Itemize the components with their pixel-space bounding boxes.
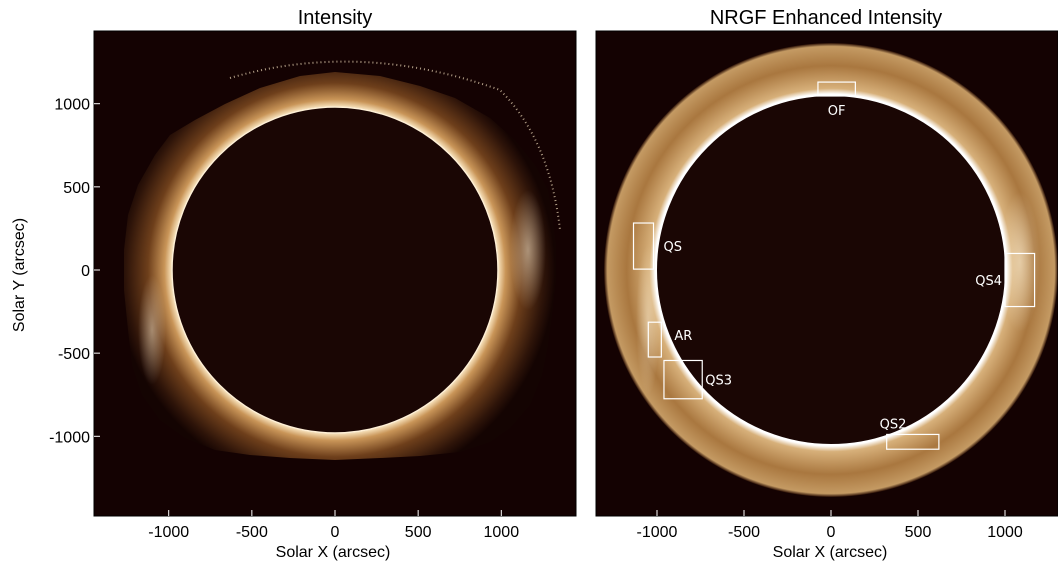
region-label-of: OF	[828, 104, 846, 119]
x-tick-label: -500	[728, 524, 760, 541]
y-tick-label: 500	[63, 180, 90, 197]
x-tick-label: 0	[331, 524, 340, 541]
west-bright-region	[1000, 192, 1040, 332]
intensity-panel: -1000 -500 0 500 1000 -1000 -500 0 500 1000	[49, 30, 577, 541]
y-tick-label: -1000	[49, 429, 90, 446]
y-tick-label: -500	[58, 346, 90, 363]
axes-right: -1000 -500 0 500 1000	[637, 510, 1023, 541]
x-tick-label: 500	[405, 524, 432, 541]
nrgf-panel: OF QS QS4 AR QS3 QS2 -1000 -500 0 500 1000	[595, 30, 1058, 541]
y-axis-label-left: Solar Y (arcsec)	[11, 218, 28, 332]
region-box-qs	[632, 222, 655, 270]
plot-frame	[595, 30, 1058, 517]
chart-title-right: NRGF Enhanced Intensity	[710, 7, 942, 29]
region-label-qs3: QS3	[705, 374, 732, 389]
x-tick-label: -500	[236, 524, 268, 541]
region-label-qs2: QS2	[880, 417, 907, 432]
x-tick-label: 500	[905, 524, 932, 541]
y-tick-label: 1000	[54, 97, 90, 114]
y-tick-label: 0	[81, 263, 90, 280]
solar-disk-limb	[171, 106, 499, 434]
region-label-ar: AR	[674, 329, 692, 344]
region-boxes: OF QS QS4 AR QS3 QS2	[632, 81, 1036, 450]
east-streamer-glow	[138, 275, 166, 385]
west-streamer-glow	[510, 190, 546, 310]
region-box-qs4	[1004, 252, 1036, 308]
x-tick-label: -1000	[148, 524, 189, 541]
x-tick-label: 1000	[987, 524, 1023, 541]
region-label-qs: QS	[664, 240, 682, 255]
region-box-of	[817, 81, 856, 97]
solar-disk-limb	[655, 94, 1007, 446]
x-axis-label-right: Solar X (arcsec)	[773, 544, 888, 561]
region-box-qs3	[663, 359, 703, 400]
x-tick-label: 1000	[484, 524, 520, 541]
axes-left: -1000 -500 0 500 1000 -1000 -500 0 500 1000	[49, 97, 519, 541]
x-tick-label: -1000	[637, 524, 678, 541]
x-tick-label: 0	[827, 524, 836, 541]
x-axis-label-left: Solar X (arcsec)	[276, 544, 391, 561]
region-label-qs4: QS4	[975, 274, 1002, 289]
region-box-qs2	[886, 433, 940, 450]
chart-title-left: Intensity	[298, 7, 372, 29]
region-box-ar	[647, 321, 662, 358]
